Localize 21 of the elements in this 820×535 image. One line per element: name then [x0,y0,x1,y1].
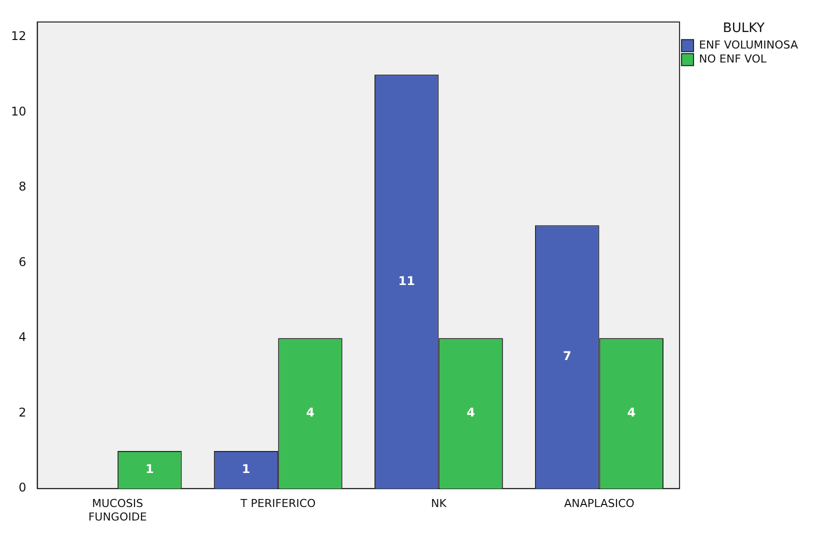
data-label: 1 [242,462,250,476]
x-tick-label: NK [430,497,448,510]
y-tick-label: 10 [10,104,26,118]
data-label: 4 [627,405,636,420]
y-tick-label: 8 [18,180,26,194]
y-tick-label: 2 [18,405,26,420]
x-tick-label: MUCOSIS FUNGOIDE [88,497,147,524]
legend-title: BULKY [722,20,765,36]
y-tick-label: 6 [18,254,26,269]
x-tick-label: T PERIFERICO [240,497,316,510]
data-label: 11 [398,274,415,288]
data-label: 1 [145,462,154,476]
y-tick-label: 12 [10,29,26,44]
data-label: 4 [466,405,475,420]
legend-label: NO ENF VOL [699,52,768,66]
data-label: 7 [562,349,572,364]
y-tick-label: 4 [18,330,26,344]
x-tick-label: ANAPLASICO [564,497,635,510]
data-label: 4 [306,405,314,420]
legend-label: ENF VOLUMINOSA [699,38,798,52]
y-tick-label: 0 [18,480,26,495]
